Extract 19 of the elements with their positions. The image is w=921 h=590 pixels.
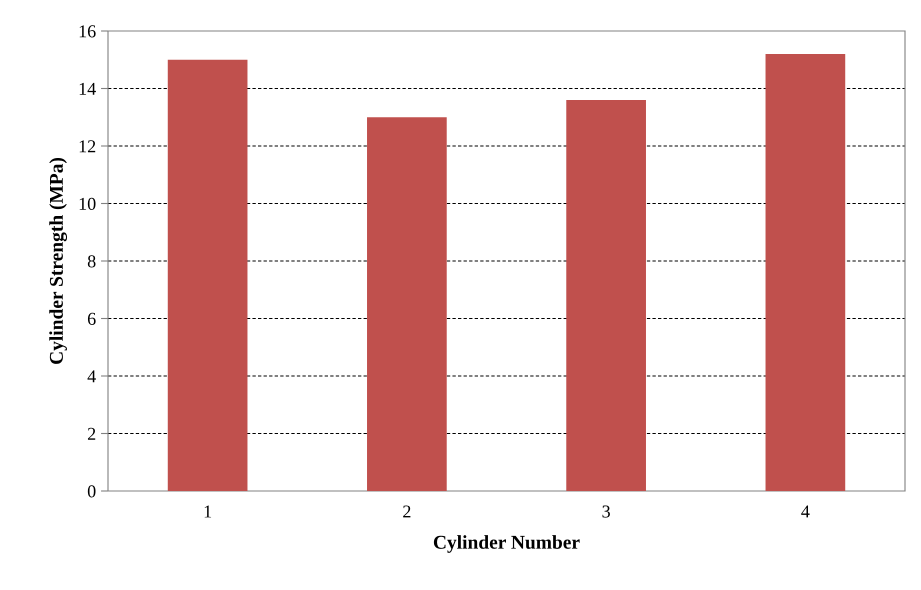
y-tick-label: 4 — [88, 370, 96, 382]
bar — [566, 100, 646, 491]
x-axis-title: Cylinder Number — [434, 535, 580, 553]
x-tick-label: 4 — [801, 506, 810, 518]
x-tick-label: 1 — [204, 506, 212, 518]
y-tick-label: 8 — [88, 255, 96, 268]
y-tick-label: 10 — [80, 198, 96, 210]
y-tick-label: 14 — [80, 82, 96, 95]
y-tick-label: 2 — [88, 428, 96, 440]
bar — [367, 117, 447, 491]
x-tick-label: 3 — [602, 505, 610, 518]
x-tick-label: 2 — [403, 505, 410, 518]
y-tick-label: 0 — [88, 485, 96, 498]
y-axis-title: Cylinder Strength (MPa) — [49, 158, 68, 364]
y-tick-label: 16 — [80, 25, 96, 38]
bar — [766, 54, 846, 491]
y-tick-label: 6 — [88, 312, 96, 325]
bar — [168, 60, 248, 491]
y-tick-label: 12 — [80, 140, 96, 152]
